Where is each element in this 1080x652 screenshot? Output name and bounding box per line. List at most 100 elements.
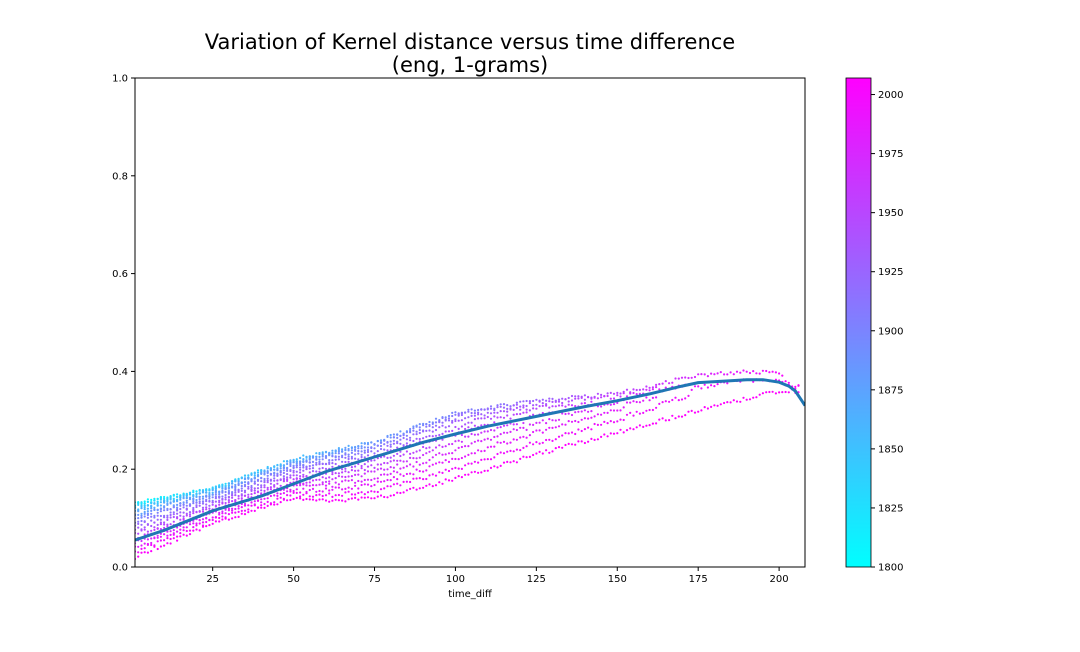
scatter-point (357, 449, 360, 453)
scatter-point (318, 467, 321, 470)
scatter-point (276, 479, 279, 482)
scatter-point (360, 442, 363, 445)
scatter-point (276, 497, 279, 500)
scatter-point (366, 470, 370, 473)
scatter-point (357, 498, 360, 501)
scatter-point (163, 533, 166, 536)
scatter-point (425, 484, 428, 487)
scatter-point (431, 473, 434, 476)
scatter-point (308, 488, 311, 492)
scatter-point (564, 412, 567, 416)
scatter-point (774, 371, 778, 374)
scatter-point (460, 412, 463, 415)
scatter-point (224, 493, 227, 497)
scatter-point (237, 483, 240, 487)
colorbar-tick-label: 1875 (878, 385, 903, 396)
scatter-point (564, 432, 567, 435)
scatter-point (357, 458, 360, 461)
y-tick-label: 0.6 (112, 269, 128, 280)
scatter-points (135, 369, 800, 561)
scatter-point (441, 416, 444, 420)
scatter-point (159, 501, 162, 504)
scatter-point (444, 459, 447, 462)
scatter-point (405, 438, 408, 441)
scatter-point (208, 497, 211, 500)
scatter-point (489, 428, 493, 432)
scatter-point (214, 489, 217, 493)
scatter-point (509, 417, 512, 420)
scatter-point (703, 406, 706, 409)
scatter-point (451, 467, 454, 470)
scatter-point (687, 376, 690, 380)
scatter-point (690, 376, 693, 379)
scatter-point (192, 511, 195, 515)
scatter-point (506, 424, 509, 427)
scatter-point (532, 443, 535, 446)
scatter-point (182, 515, 185, 518)
scatter-point (263, 489, 266, 492)
scatter-point (583, 409, 587, 412)
scatter-point (373, 470, 376, 473)
colorbar-tick-label: 1825 (878, 503, 903, 514)
scatter-point (253, 474, 256, 477)
scatter-point (441, 421, 444, 424)
scatter-point (370, 478, 373, 482)
scatter-point (600, 405, 603, 408)
scatter-point (150, 541, 153, 545)
scatter-point (574, 397, 577, 400)
scatter-point (454, 449, 457, 452)
x-tick-label: 175 (689, 574, 708, 585)
scatter-point (357, 452, 360, 455)
scatter-point (292, 489, 295, 493)
scatter-point (341, 460, 344, 463)
scatter-point (334, 486, 337, 489)
scatter-point (771, 390, 774, 393)
scatter-point (457, 475, 460, 478)
scatter-point (172, 511, 175, 514)
scatter-point (489, 466, 493, 469)
scatter-point (415, 468, 418, 471)
scatter-point (451, 421, 454, 424)
scatter-point (489, 407, 493, 410)
scatter-point (227, 513, 230, 516)
scatter-point (205, 500, 208, 503)
scatter-point (201, 497, 205, 500)
trend-line-group (135, 378, 805, 542)
scatter-point (373, 497, 376, 500)
scatter-point (477, 461, 480, 464)
scatter-point (250, 473, 253, 476)
scatter-point (567, 396, 570, 400)
scatter-point (363, 468, 366, 472)
scatter-point (328, 480, 331, 483)
scatter-point (169, 537, 172, 541)
scatter-point (247, 493, 250, 496)
scatter-point (612, 409, 616, 412)
scatter-point (269, 482, 272, 485)
scatter-point (412, 427, 415, 430)
scatter-point (379, 447, 383, 451)
scatter-point (473, 440, 476, 443)
scatter-point (211, 518, 214, 522)
scatter-point (214, 500, 217, 503)
scatter-point (580, 429, 583, 433)
scatter-point (548, 438, 551, 441)
scatter-point (156, 497, 159, 501)
scatter-point (545, 428, 548, 431)
scatter-point (590, 437, 593, 440)
scatter-point (502, 406, 506, 409)
scatter-point (438, 461, 441, 464)
scatter-point (341, 448, 344, 451)
scatter-point (593, 415, 596, 418)
scatter-point (305, 484, 308, 487)
scatter-point (402, 474, 405, 477)
scatter-point (467, 426, 470, 429)
scatter-point (499, 451, 502, 454)
scatter-point (315, 484, 318, 487)
scatter-point (227, 496, 230, 499)
scatter-point (532, 423, 535, 426)
scatter-point (324, 451, 328, 454)
scatter-point (260, 506, 263, 509)
scatter-point (289, 494, 292, 497)
scatter-point (159, 508, 162, 511)
scatter-point (541, 419, 544, 422)
